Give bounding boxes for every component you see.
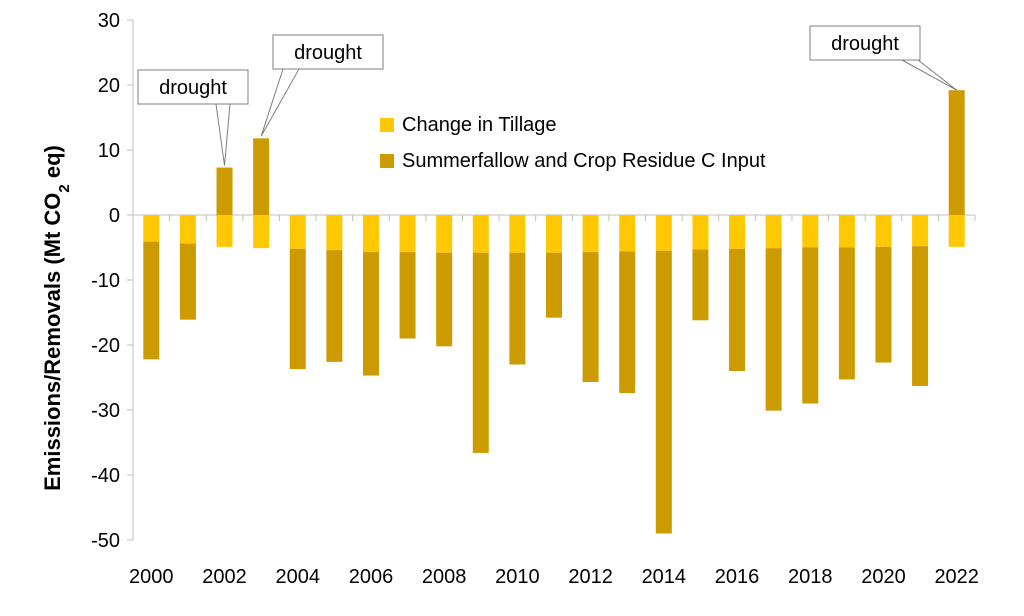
bar-summerfallow-crop-residue-2014 bbox=[655, 250, 672, 534]
y-axis-label: Emissions/Removals (Mt CO2 eq) bbox=[40, 145, 73, 491]
x-tick-label: 2022 bbox=[934, 566, 979, 588]
x-axis: 2000 2002 2004 2006 2008 2010 2012 2014 2016 2018… bbox=[129, 214, 979, 588]
y-tick-label: 10 bbox=[98, 140, 120, 162]
y-tick-label: -40 bbox=[91, 465, 120, 487]
bar-summerfallow-crop-residue-2000 bbox=[143, 241, 160, 360]
bar-change-in-tillage-2014 bbox=[655, 215, 672, 251]
bar-summerfallow-crop-residue-2003 bbox=[253, 138, 270, 215]
bar-summerfallow-crop-residue-2016 bbox=[729, 248, 746, 371]
x-tick-label: 2000 bbox=[129, 566, 174, 588]
bar-summerfallow-crop-residue-2020 bbox=[875, 246, 892, 363]
bar-change-in-tillage-2022 bbox=[948, 215, 965, 247]
bar-change-in-tillage-2017 bbox=[765, 215, 782, 249]
callout-label-drought: drought bbox=[159, 77, 227, 99]
y-tick-label: 0 bbox=[109, 205, 120, 227]
legend-swatch bbox=[380, 118, 394, 132]
bar-summerfallow-crop-residue-2008 bbox=[436, 252, 453, 347]
x-tick-label: 2002 bbox=[202, 566, 247, 588]
x-tick-label: 2018 bbox=[788, 566, 833, 588]
bar-change-in-tillage-2011 bbox=[546, 215, 562, 253]
bar-change-in-tillage-2000 bbox=[143, 215, 160, 242]
x-tick-label: 2010 bbox=[495, 566, 540, 588]
y-tick-label: -30 bbox=[91, 400, 120, 422]
bar-change-in-tillage-2021 bbox=[912, 215, 929, 247]
bar-summerfallow-crop-residue-2002 bbox=[216, 167, 233, 215]
legend: Change in Tillage Summerfallow and Crop R… bbox=[380, 114, 766, 172]
annotations: drought drought drought bbox=[137, 25, 958, 166]
y-tick-label: -20 bbox=[91, 335, 120, 357]
bar-summerfallow-crop-residue-2012 bbox=[582, 252, 599, 383]
y-tick-label: -10 bbox=[91, 270, 120, 292]
x-tick-label: 2012 bbox=[568, 566, 613, 588]
bar-change-in-tillage-2008 bbox=[436, 215, 453, 253]
bar-change-in-tillage-2018 bbox=[802, 215, 819, 248]
bar-summerfallow-crop-residue-2011 bbox=[546, 252, 562, 318]
x-tick-label: 2016 bbox=[715, 566, 760, 588]
bar-summerfallow-crop-residue-2007 bbox=[399, 252, 416, 339]
bar-change-in-tillage-2006 bbox=[362, 215, 379, 253]
callout-label-drought: drought bbox=[831, 33, 899, 55]
bar-change-in-tillage-2007 bbox=[399, 215, 416, 253]
x-tick-label: 2020 bbox=[861, 566, 906, 588]
bar-change-in-tillage-2016 bbox=[729, 215, 746, 249]
bar-change-in-tillage-2012 bbox=[582, 215, 599, 253]
bar-summerfallow-crop-residue-2006 bbox=[362, 252, 379, 376]
bar-summerfallow-crop-residue-2021 bbox=[912, 246, 929, 386]
bar-summerfallow-crop-residue-2005 bbox=[326, 250, 343, 362]
bar-change-in-tillage-2003 bbox=[253, 215, 270, 249]
legend-swatch bbox=[380, 154, 394, 168]
bar-summerfallow-crop-residue-2018 bbox=[802, 247, 819, 404]
bar-change-in-tillage-2005 bbox=[326, 215, 343, 251]
callout-pointer bbox=[901, 59, 958, 91]
x-tick-label: 2014 bbox=[642, 566, 687, 588]
callout-pointer bbox=[260, 68, 300, 137]
x-tick-label: 2004 bbox=[275, 566, 320, 588]
y-axis: 30 20 10 0 -10 -20 -30 -40 -50 bbox=[91, 10, 134, 552]
legend-label: Change in Tillage bbox=[402, 114, 557, 136]
bar-change-in-tillage-2019 bbox=[838, 215, 855, 248]
bar-change-in-tillage-2002 bbox=[216, 215, 233, 247]
bar-summerfallow-crop-residue-2017 bbox=[765, 248, 782, 411]
bar-summerfallow-crop-residue-2019 bbox=[838, 247, 855, 380]
bar-summerfallow-crop-residue-2009 bbox=[472, 252, 489, 453]
y-tick-label: -50 bbox=[91, 530, 120, 552]
bars bbox=[143, 90, 965, 534]
y-tick-label: 30 bbox=[98, 10, 120, 32]
bar-change-in-tillage-2013 bbox=[619, 215, 636, 252]
callout-box bbox=[809, 25, 921, 61]
bar-change-in-tillage-2001 bbox=[179, 215, 196, 244]
bar-summerfallow-crop-residue-2013 bbox=[619, 251, 636, 394]
bar-summerfallow-crop-residue-2022 bbox=[948, 90, 965, 215]
bar-summerfallow-crop-residue-2010 bbox=[509, 252, 526, 365]
y-tick-label: 20 bbox=[98, 75, 120, 97]
bar-change-in-tillage-2009 bbox=[472, 215, 489, 253]
bar-summerfallow-crop-residue-2015 bbox=[692, 249, 709, 321]
callout-box bbox=[272, 34, 384, 70]
bar-change-in-tillage-2015 bbox=[692, 215, 709, 250]
x-tick-label: 2006 bbox=[349, 566, 394, 588]
bar-change-in-tillage-2020 bbox=[875, 215, 892, 247]
bar-summerfallow-crop-residue-2004 bbox=[289, 248, 306, 370]
callout-box bbox=[137, 69, 249, 105]
bar-change-in-tillage-2004 bbox=[289, 215, 306, 249]
callout-pointer bbox=[215, 103, 231, 166]
x-tick-label: 2008 bbox=[422, 566, 467, 588]
legend-label: Summerfallow and Crop Residue C Input bbox=[402, 150, 766, 172]
bar-change-in-tillage-2010 bbox=[509, 215, 526, 253]
bar-summerfallow-crop-residue-2001 bbox=[179, 243, 196, 320]
callout-label-drought: drought bbox=[294, 42, 362, 64]
